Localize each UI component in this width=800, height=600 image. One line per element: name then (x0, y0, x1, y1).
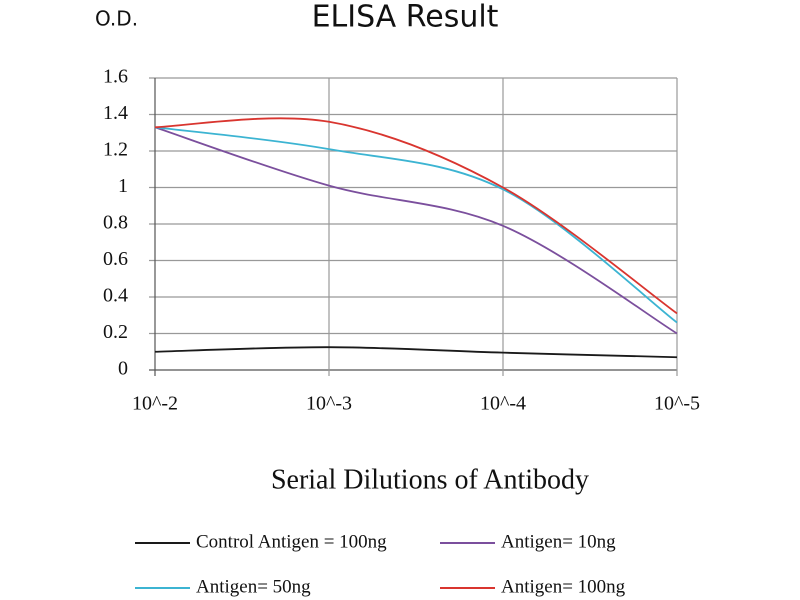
x-tick-label: 10^-2 (132, 393, 178, 415)
y-tick-label: 0.2 (103, 321, 128, 343)
legend-label: Control Antigen = 100ng (196, 531, 387, 552)
y-tick-label: 0.6 (103, 248, 128, 270)
legend-label: Antigen= 10ng (501, 531, 616, 552)
x-tick-label: 10^-4 (480, 393, 526, 415)
series-line (154, 126, 678, 335)
series-line (154, 117, 678, 315)
y-tick-label: 1 (118, 175, 128, 197)
y-tick-label: 0 (118, 358, 128, 380)
series-line (154, 346, 678, 359)
x-tick-label: 10^-5 (654, 393, 700, 415)
y-tick-label: 0.8 (103, 212, 128, 234)
chart-title: ELISA Result (312, 0, 499, 35)
x-tick-label: 10^-3 (306, 393, 352, 415)
y-tick-label: 0.4 (103, 285, 128, 307)
y-tick-label: 1.6 (103, 66, 128, 88)
y-tick-label: 1.4 (103, 102, 128, 124)
y-axis-label: O.D. (95, 7, 138, 31)
legend-label: Antigen= 50ng (196, 576, 311, 597)
x-axis-label: Serial Dilutions of Antibody (271, 464, 589, 495)
legend-label: Antigen= 100ng (501, 576, 626, 597)
y-tick-label: 1.2 (103, 139, 128, 161)
series-line (154, 126, 678, 324)
